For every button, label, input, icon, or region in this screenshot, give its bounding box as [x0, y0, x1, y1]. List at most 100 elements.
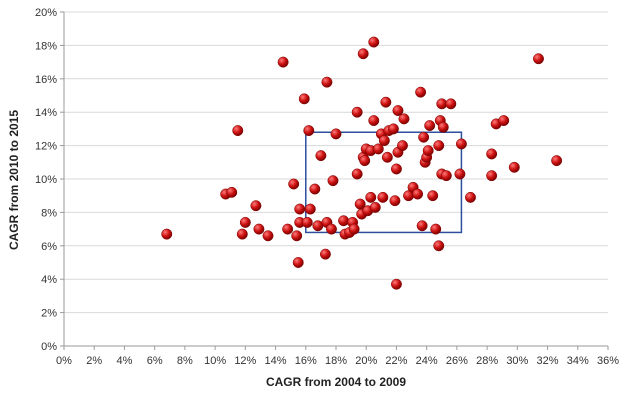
x-tick-label: 10%: [204, 355, 226, 367]
data-point: [327, 175, 339, 187]
x-axis-title: CAGR from 2004 to 2009: [266, 375, 406, 389]
data-point: [427, 190, 439, 202]
data-point: [486, 170, 498, 182]
data-point: [292, 257, 304, 268]
data-point: [381, 151, 393, 163]
x-tick-label: 0%: [56, 355, 72, 367]
tick-labels: 0% 2% 4% 6% 8% 10% 12% 14% 16% 18% 20% 0% 2% 4% 6% 8% 10…: [35, 7, 619, 367]
data-point: [357, 48, 369, 60]
data-point: [380, 96, 392, 108]
data-point: [387, 123, 399, 135]
x-tick-label: 34%: [567, 355, 589, 367]
data-point: [330, 128, 342, 140]
data-point: [239, 216, 251, 228]
data-point: [372, 143, 384, 155]
data-point: [415, 86, 427, 98]
data-point: [294, 203, 306, 215]
y-tick-label: 0%: [41, 341, 57, 353]
data-point: [389, 195, 401, 207]
data-point: [416, 220, 428, 232]
data-point: [232, 125, 244, 137]
data-point: [368, 115, 380, 127]
data-point: [437, 121, 449, 133]
data-point: [291, 230, 303, 242]
data-point: [282, 223, 294, 235]
data-point: [369, 201, 381, 213]
y-tick-label: 14%: [35, 107, 57, 119]
data-point: [424, 120, 436, 132]
data-point: [288, 178, 300, 190]
data-point: [303, 125, 315, 137]
y-tick-label: 16%: [35, 74, 57, 86]
data-point: [433, 240, 445, 252]
data-point: [486, 148, 498, 160]
data-point: [498, 115, 510, 127]
data-point: [351, 168, 363, 180]
x-tick-label: 14%: [265, 355, 287, 367]
data-point: [390, 163, 402, 175]
x-tick-label: 2%: [86, 355, 102, 367]
data-point: [161, 228, 173, 240]
y-tick-label: 8%: [41, 207, 57, 219]
data-point: [277, 56, 289, 68]
y-tick-label: 2%: [41, 308, 57, 320]
y-tick-label: 4%: [41, 274, 57, 286]
data-point: [319, 248, 331, 260]
x-tick-label: 18%: [325, 355, 347, 367]
data-point: [412, 188, 424, 200]
x-tick-label: 12%: [234, 355, 256, 367]
data-point: [298, 93, 310, 105]
x-tick-label: 16%: [295, 355, 317, 367]
data-point: [551, 155, 563, 167]
data-point: [377, 191, 389, 203]
data-point: [398, 113, 410, 125]
data-point: [533, 53, 544, 65]
x-tick-label: 6%: [147, 355, 163, 367]
data-point: [418, 131, 430, 143]
data-point: [454, 168, 466, 180]
data-point: [433, 140, 445, 152]
data-point: [440, 170, 452, 182]
data-point: [397, 140, 408, 152]
data-point: [315, 150, 327, 162]
axes: [60, 11, 609, 350]
data-point: [392, 105, 404, 116]
data-point: [390, 278, 402, 290]
data-points: [161, 36, 563, 290]
data-point: [250, 200, 262, 212]
data-point: [365, 191, 377, 203]
x-tick-label: 22%: [385, 355, 407, 367]
x-tick-label: 4%: [116, 355, 132, 367]
data-point: [422, 145, 434, 157]
data-point: [378, 135, 390, 147]
y-tick-label: 12%: [35, 141, 57, 153]
data-point: [338, 215, 350, 227]
y-tick-label: 20%: [35, 7, 57, 19]
data-point: [445, 98, 457, 110]
data-point: [309, 183, 321, 195]
data-point: [326, 223, 337, 235]
gridlines: [64, 11, 608, 314]
data-point: [253, 223, 265, 235]
x-tick-label: 20%: [355, 355, 377, 367]
x-tick-label: 36%: [597, 355, 619, 367]
data-point: [351, 106, 363, 118]
data-point: [430, 223, 442, 235]
x-tick-label: 8%: [177, 355, 193, 367]
data-point: [465, 191, 476, 203]
data-point: [455, 138, 467, 150]
data-point: [321, 76, 333, 88]
y-axis-title: CAGR from 2010 to 2015: [7, 110, 21, 250]
x-tick-label: 30%: [506, 355, 528, 367]
data-point: [368, 36, 380, 48]
data-point: [348, 223, 360, 235]
x-tick-label: 28%: [476, 355, 498, 367]
data-point: [508, 161, 520, 173]
y-tick-label: 10%: [35, 174, 57, 186]
data-point: [226, 186, 238, 198]
data-point: [301, 216, 313, 228]
x-tick-label: 26%: [446, 355, 468, 367]
data-point: [359, 155, 371, 167]
